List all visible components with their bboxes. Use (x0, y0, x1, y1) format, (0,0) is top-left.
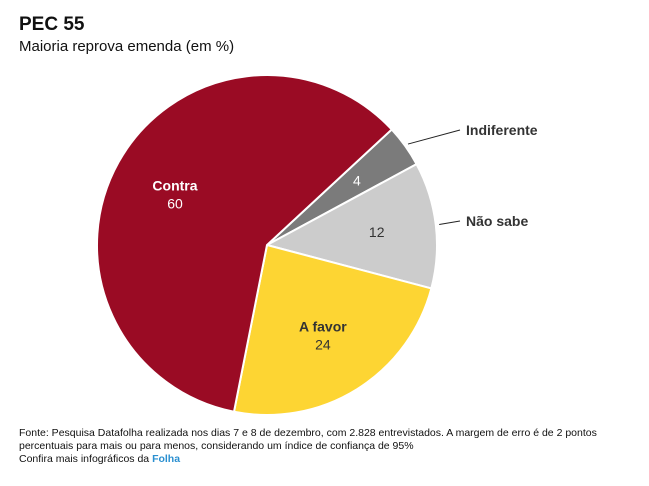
slice-a-favor (232, 243, 433, 416)
slice-nao-sabe (264, 162, 438, 290)
folha-link[interactable]: Folha (152, 453, 181, 465)
more-infographics: Confira mais infográficos da Folha (19, 453, 639, 466)
value-label-nao-sabe: 12 (369, 224, 385, 240)
category-label-indiferente: Indiferente (466, 122, 538, 138)
slice-contra (96, 74, 394, 413)
category-label-contra: Contra (152, 178, 197, 194)
category-label-nao-sabe: Não sabe (466, 213, 528, 229)
footer: Fonte: Pesquisa Datafolha realizada nos … (19, 427, 639, 466)
value-label-indiferente: 4 (353, 173, 361, 189)
leader-line-nao-sabe (439, 220, 461, 225)
value-label-contra: 60 (167, 196, 183, 212)
leader-line-indiferente (407, 129, 461, 145)
value-label-a-favor: 24 (315, 336, 331, 352)
source-note: Fonte: Pesquisa Datafolha realizada nos … (19, 427, 597, 452)
category-label-a-favor: A favor (299, 318, 347, 334)
more-prefix: Confira mais infográficos da (19, 453, 153, 465)
chart-subtitle: Maioria reprova emenda (em %) (19, 38, 235, 55)
chart-title: PEC 55 (19, 14, 85, 35)
pie-chart: 4 Indiferente 12 Não sabe A favor 24 Contra 60 (96, 74, 538, 416)
